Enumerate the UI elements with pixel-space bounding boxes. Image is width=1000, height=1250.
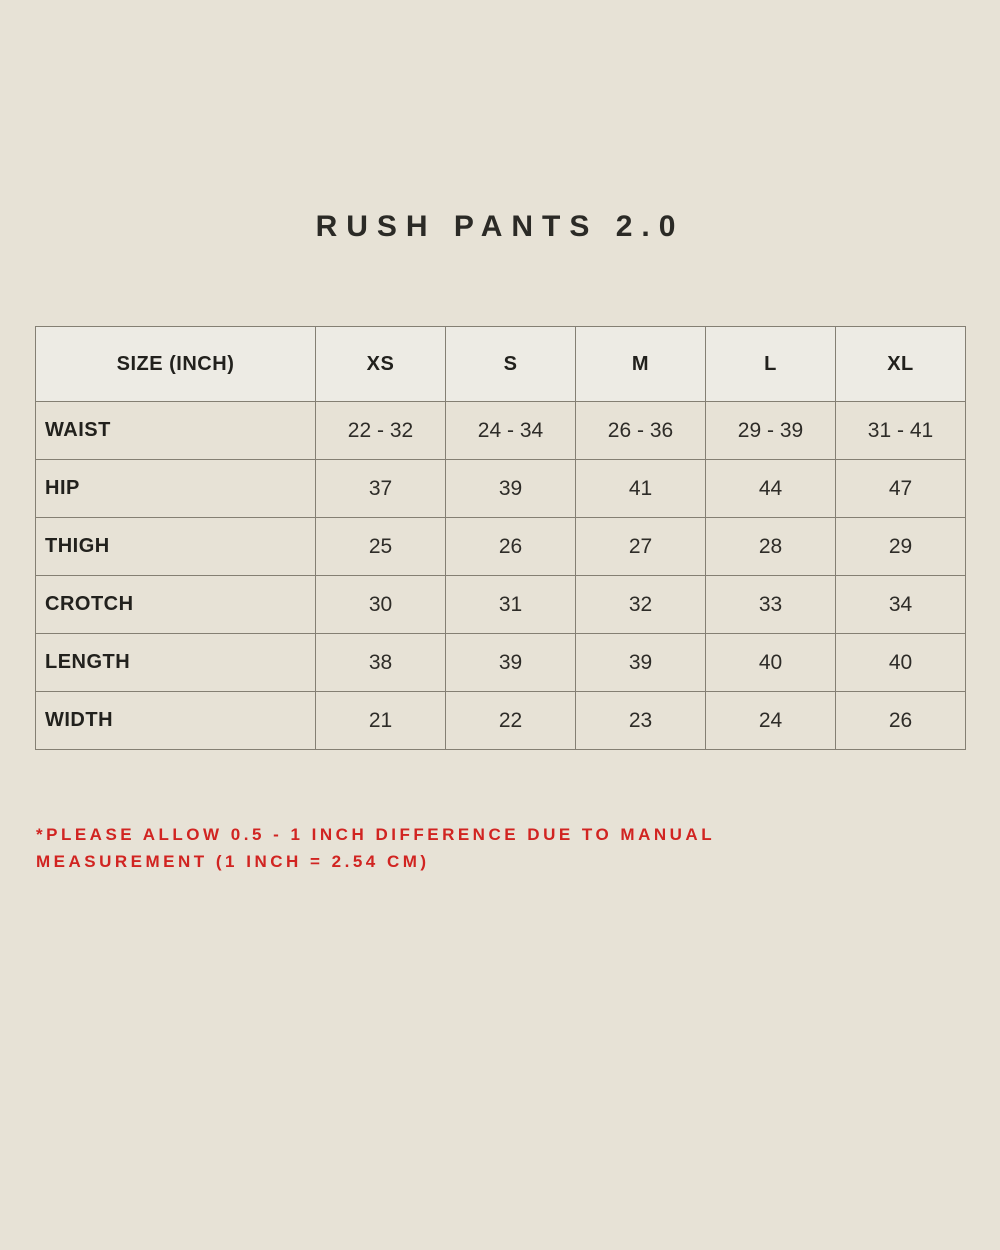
cell-crotch-s: 31 bbox=[445, 575, 576, 634]
disclaimer-line-2: MEASUREMENT (1 INCH = 2.54 CM) bbox=[36, 852, 430, 871]
table-row-crotch: CROTCH 30 31 32 33 34 bbox=[35, 575, 966, 634]
row-label-thigh: THIGH bbox=[35, 517, 316, 576]
table-row-width: WIDTH 21 22 23 24 26 bbox=[35, 691, 966, 750]
cell-length-l: 40 bbox=[705, 633, 836, 692]
row-label-hip: HIP bbox=[35, 459, 316, 518]
cell-hip-l: 44 bbox=[705, 459, 836, 518]
measurement-disclaimer: *PLEASE ALLOW 0.5 - 1 INCH DIFFERENCE DU… bbox=[36, 821, 886, 875]
cell-crotch-xs: 30 bbox=[315, 575, 446, 634]
cell-waist-xl: 31 - 41 bbox=[835, 401, 966, 460]
cell-length-xs: 38 bbox=[315, 633, 446, 692]
cell-width-l: 24 bbox=[705, 691, 836, 750]
row-label-crotch: CROTCH bbox=[35, 575, 316, 634]
cell-waist-m: 26 - 36 bbox=[575, 401, 706, 460]
cell-hip-s: 39 bbox=[445, 459, 576, 518]
cell-waist-xs: 22 - 32 bbox=[315, 401, 446, 460]
header-cell-size: SIZE (INCH) bbox=[35, 326, 316, 402]
cell-width-xs: 21 bbox=[315, 691, 446, 750]
page-title: RUSH PANTS 2.0 bbox=[315, 210, 685, 243]
table-row-length: LENGTH 38 39 39 40 40 bbox=[35, 633, 966, 692]
cell-waist-l: 29 - 39 bbox=[705, 401, 836, 460]
cell-crotch-m: 32 bbox=[575, 575, 706, 634]
cell-thigh-s: 26 bbox=[445, 517, 576, 576]
cell-crotch-l: 33 bbox=[705, 575, 836, 634]
cell-thigh-xl: 29 bbox=[835, 517, 966, 576]
table-row-thigh: THIGH 25 26 27 28 29 bbox=[35, 517, 966, 576]
table-row-hip: HIP 37 39 41 44 47 bbox=[35, 459, 966, 518]
header-cell-m: M bbox=[575, 326, 706, 402]
cell-length-s: 39 bbox=[445, 633, 576, 692]
cell-length-xl: 40 bbox=[835, 633, 966, 692]
table-header-row: SIZE (INCH) XS S M L XL bbox=[35, 326, 966, 402]
header-cell-l: L bbox=[705, 326, 836, 402]
cell-hip-xl: 47 bbox=[835, 459, 966, 518]
table-row-waist: WAIST 22 - 32 24 - 34 26 - 36 29 - 39 31… bbox=[35, 401, 966, 460]
cell-thigh-xs: 25 bbox=[315, 517, 446, 576]
cell-waist-s: 24 - 34 bbox=[445, 401, 576, 460]
disclaimer-line-1: *PLEASE ALLOW 0.5 - 1 INCH DIFFERENCE DU… bbox=[36, 825, 716, 844]
cell-width-xl: 26 bbox=[835, 691, 966, 750]
cell-hip-xs: 37 bbox=[315, 459, 446, 518]
cell-width-s: 22 bbox=[445, 691, 576, 750]
row-label-waist: WAIST bbox=[35, 401, 316, 460]
cell-width-m: 23 bbox=[575, 691, 706, 750]
row-label-width: WIDTH bbox=[35, 691, 316, 750]
row-label-length: LENGTH bbox=[35, 633, 316, 692]
cell-crotch-xl: 34 bbox=[835, 575, 966, 634]
cell-thigh-m: 27 bbox=[575, 517, 706, 576]
cell-thigh-l: 28 bbox=[705, 517, 836, 576]
header-cell-xl: XL bbox=[835, 326, 966, 402]
header-cell-xs: XS bbox=[315, 326, 446, 402]
cell-hip-m: 41 bbox=[575, 459, 706, 518]
cell-length-m: 39 bbox=[575, 633, 706, 692]
size-chart-table: SIZE (INCH) XS S M L XL WAIST 22 - 32 24… bbox=[35, 326, 966, 750]
header-cell-s: S bbox=[445, 326, 576, 402]
